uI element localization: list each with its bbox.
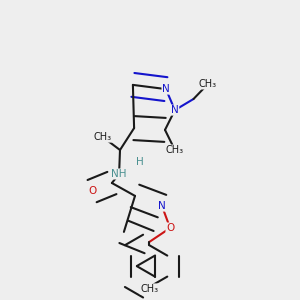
Text: N: N (171, 105, 179, 115)
Text: NH: NH (111, 169, 127, 179)
Text: N: N (162, 84, 170, 94)
Text: O: O (88, 186, 96, 196)
Text: CH₃: CH₃ (199, 79, 217, 89)
Text: CH₃: CH₃ (94, 132, 112, 142)
Text: CH₃: CH₃ (166, 145, 184, 155)
Text: CH₃: CH₃ (140, 284, 158, 294)
Text: N: N (158, 201, 166, 211)
Text: H: H (136, 157, 144, 167)
Text: O: O (166, 223, 174, 233)
